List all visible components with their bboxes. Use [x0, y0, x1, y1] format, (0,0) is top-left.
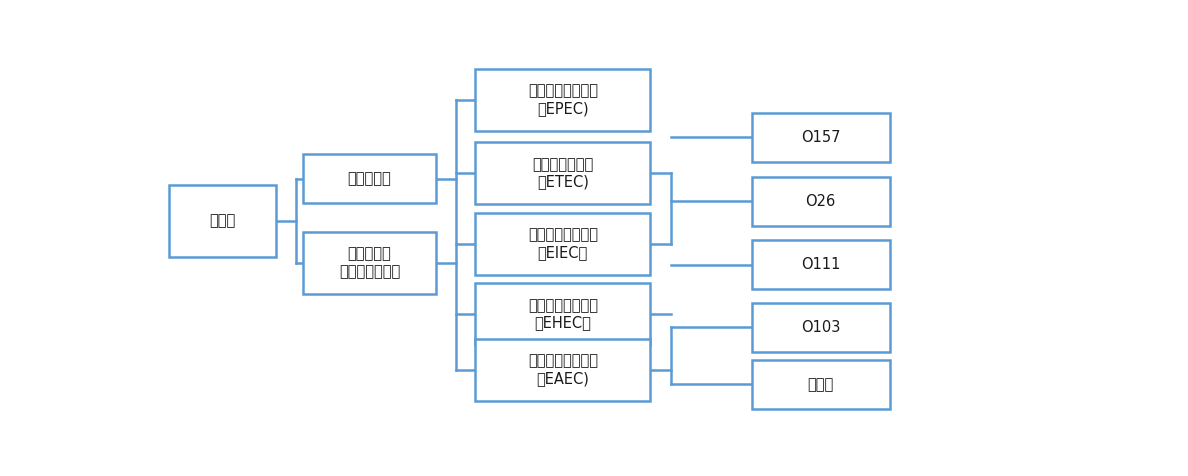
FancyBboxPatch shape: [752, 113, 890, 162]
FancyBboxPatch shape: [752, 360, 890, 409]
FancyBboxPatch shape: [303, 231, 436, 294]
FancyBboxPatch shape: [752, 303, 890, 352]
FancyBboxPatch shape: [475, 142, 650, 204]
FancyBboxPatch shape: [752, 240, 890, 289]
Text: O111: O111: [801, 258, 840, 272]
Text: O103: O103: [801, 319, 840, 335]
FancyBboxPatch shape: [303, 154, 436, 203]
FancyBboxPatch shape: [169, 185, 276, 257]
FancyBboxPatch shape: [752, 177, 890, 226]
Text: 無害なもの: 無害なもの: [348, 171, 391, 187]
Text: 病原大腸菌
（有害なもの）: 病原大腸菌 （有害なもの）: [339, 247, 400, 279]
FancyBboxPatch shape: [475, 213, 650, 275]
Text: 腸管出血性大腸菌
（EHEC）: 腸管出血性大腸菌 （EHEC）: [527, 298, 598, 330]
FancyBboxPatch shape: [475, 283, 650, 345]
Text: O26: O26: [805, 194, 835, 208]
Text: O157: O157: [801, 130, 840, 145]
Text: 大腸菌: 大腸菌: [209, 213, 235, 228]
Text: 腸管病原性大腸菌
（EPEC): 腸管病原性大腸菌 （EPEC): [527, 83, 598, 116]
Text: 毒素原性大腸菌
（ETEC): 毒素原性大腸菌 （ETEC): [532, 157, 594, 189]
Text: 腸管凝集性大腸菌
（EAEC): 腸管凝集性大腸菌 （EAEC): [527, 354, 598, 386]
FancyBboxPatch shape: [475, 69, 650, 131]
Text: 腸管侵入性大腸菌
（EIEC）: 腸管侵入性大腸菌 （EIEC）: [527, 228, 598, 260]
Text: その他: その他: [808, 377, 834, 392]
FancyBboxPatch shape: [475, 338, 650, 401]
